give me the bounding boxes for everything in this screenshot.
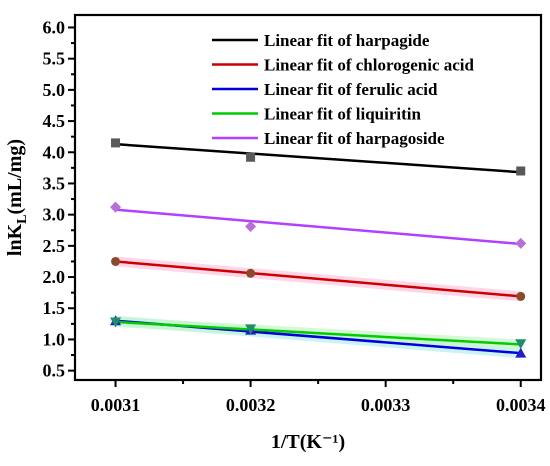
fit-lines	[115, 142, 521, 355]
y-axis-ticks: 0.5 1.0 1.5 2.0 2.5 3.0 3.5 4.0 4.5 5.0 5.5 6.0	[43, 17, 75, 381]
y-tick-label: 5.5	[43, 49, 66, 69]
data-point	[516, 291, 526, 301]
data-point	[515, 237, 527, 249]
y-tick-label: 6.0	[43, 17, 66, 37]
y-tick-label: 3.5	[43, 173, 66, 193]
y-tick-label: 2.0	[43, 267, 66, 287]
confidence-bands	[115, 256, 521, 359]
data-point	[246, 152, 256, 162]
x-axis-label: 1/T(K⁻¹)	[271, 431, 345, 453]
fit-line	[115, 142, 521, 174]
data-points	[110, 138, 527, 358]
data-point	[111, 138, 121, 148]
data-point	[245, 221, 257, 233]
data-point	[516, 166, 526, 176]
x-tick-label: 0.0031	[91, 395, 141, 415]
data-point	[245, 324, 257, 335]
data-point	[110, 317, 122, 328]
y-tick-label: 3.0	[43, 205, 66, 225]
fit-line	[115, 208, 521, 246]
data-point	[111, 256, 121, 266]
legend: Linear fit of harpagide Linear fit of chl…	[212, 31, 475, 148]
y-axis-label-unit: (mL/mg)	[4, 139, 26, 215]
y-tick-label: 4.5	[43, 111, 66, 131]
data-point	[110, 201, 122, 213]
x-axis-ticks: 0.0031 0.0032 0.0033 0.0034	[91, 380, 546, 415]
x-tick-label: 0.0032	[226, 395, 276, 415]
x-tick-label: 0.0034	[496, 395, 546, 415]
y-tick-label: 1.5	[43, 298, 66, 318]
y-tick-label: 2.5	[43, 236, 66, 256]
legend-entry: Linear fit of chlorogenic acid	[264, 56, 475, 75]
data-point	[515, 339, 527, 350]
data-point	[515, 347, 527, 358]
y-axis-label-main: lnK	[4, 223, 26, 256]
x-tick-label: 0.0033	[361, 395, 411, 415]
y-tick-label: 4.0	[43, 142, 66, 162]
plot-frame	[73, 13, 543, 382]
legend-entry: Linear fit of harpagide	[264, 31, 430, 50]
y-tick-label: 5.0	[43, 80, 66, 100]
y-tick-label: 0.5	[43, 361, 66, 381]
legend-entry: Linear fit of harpagoside	[264, 129, 445, 148]
fit-line	[115, 320, 521, 346]
y-axis-label-subscript: L	[15, 214, 30, 223]
y-axis-label: lnKL(mL/mg)	[4, 139, 30, 256]
legend-entry: Linear fit of ferulic acid	[264, 80, 438, 99]
legend-entry: Linear fit of liquiritin	[264, 105, 421, 124]
data-point	[246, 268, 256, 278]
y-tick-label: 1.0	[43, 329, 66, 349]
fit-line	[115, 260, 521, 298]
